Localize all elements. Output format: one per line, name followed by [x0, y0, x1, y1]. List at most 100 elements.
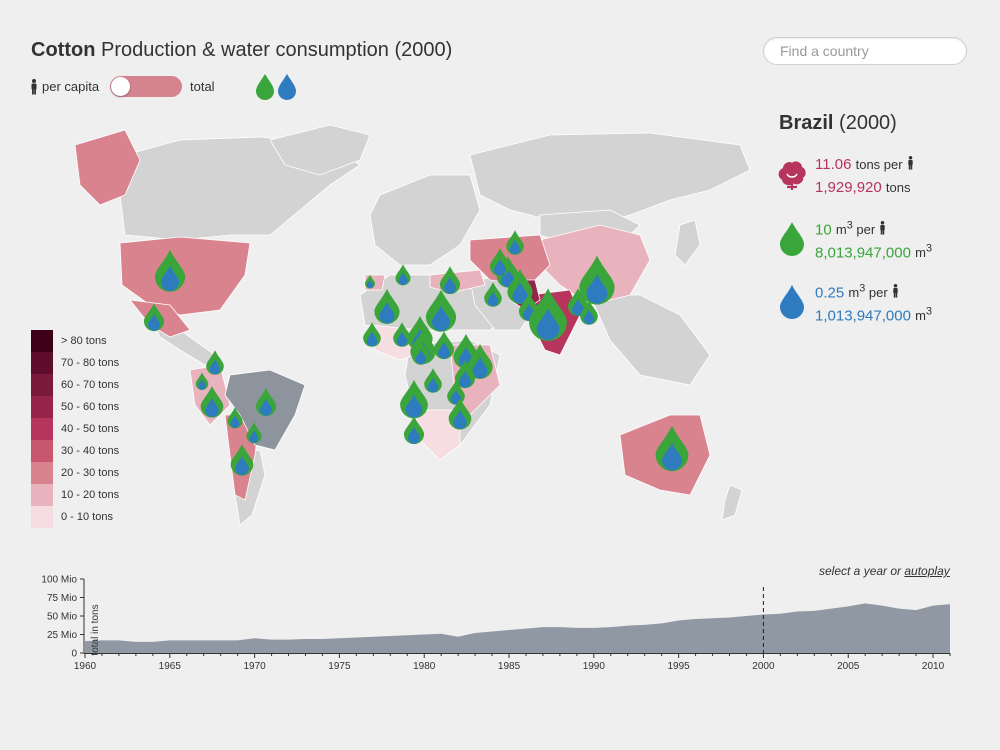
legend-swatch	[31, 440, 53, 462]
x-tick-label: 1990	[583, 661, 606, 670]
y-axis-label: total in tons	[90, 604, 101, 655]
y-axis: 0 25 Mio 50 Mio 75 Mio 100 Mio	[41, 575, 85, 660]
blue-drop-marker	[209, 359, 221, 375]
legend-label: > 80 tons	[61, 335, 107, 347]
autoplay-link[interactable]: autoplay	[904, 564, 950, 578]
water-type-icons	[256, 74, 296, 100]
blue-water-total-value: 1,013,947,000	[815, 307, 911, 325]
x-tick-label: 1965	[159, 661, 182, 670]
green-water-per-capita-unit: m	[835, 222, 847, 238]
person-icon	[31, 79, 37, 95]
per-capita-label[interactable]: per capita	[42, 79, 100, 94]
page-title: Cotton Production & water consumption (2…	[31, 39, 452, 62]
country-europe	[369, 174, 481, 266]
per-word: per	[868, 285, 888, 301]
production-area	[85, 603, 950, 653]
country-detail-panel: Brazil (2000) 11.06 tons per 1,929,920 t…	[778, 112, 989, 324]
blue-drop-marker	[147, 313, 161, 331]
blue-drop-marker	[501, 268, 515, 287]
green-water-total-value: 8,013,947,000	[815, 244, 911, 262]
country-search-input[interactable]	[763, 37, 967, 65]
blue-drop-marker	[512, 282, 528, 304]
timeline-hint-text: select a year or	[819, 564, 905, 578]
blue-drop-marker	[583, 309, 595, 325]
y-tick-label: 0	[71, 649, 77, 660]
blue-drop-marker	[437, 341, 451, 359]
green-water-per-capita-value: 10	[815, 221, 832, 239]
world-map[interactable]	[30, 115, 770, 530]
y-tick-label: 75 Mio	[47, 593, 77, 604]
legend-swatch	[31, 418, 53, 440]
per-word: per	[856, 222, 876, 238]
cotton-total-value: 1,929,920	[815, 179, 882, 196]
title-rest: Production & water consumption (2000)	[95, 39, 453, 61]
blue-drop-marker	[487, 291, 499, 307]
x-tick-label: 1985	[498, 661, 521, 670]
legend-swatch	[31, 352, 53, 374]
country-japan	[674, 219, 701, 266]
x-tick-label: 2005	[837, 661, 860, 670]
blue-drop-marker	[431, 305, 451, 331]
x-tick-label: 1980	[413, 661, 436, 670]
blue-drop-marker	[398, 272, 408, 285]
country-alaska	[74, 129, 141, 206]
x-tick-label: 1975	[328, 661, 351, 670]
blue-drop-marker	[415, 349, 427, 365]
blue-drop-marker	[407, 426, 421, 444]
blue-drop-marker	[493, 258, 507, 276]
blue-drop-marker	[198, 379, 206, 390]
per-capita-total-switch[interactable]	[110, 76, 182, 97]
blue-drop-icon	[780, 285, 804, 319]
cotton-icon	[778, 161, 806, 190]
blue-drop-marker	[472, 357, 488, 379]
blue-drop-marker	[396, 331, 408, 347]
total-label[interactable]: total	[190, 79, 215, 94]
country-greenland	[269, 124, 371, 176]
switch-knob[interactable]	[111, 77, 130, 96]
blue-drop-marker	[536, 308, 560, 340]
legend-label: 10 - 20 tons	[61, 489, 120, 501]
person-icon	[908, 156, 913, 170]
blue-drop-marker	[205, 398, 219, 417]
x-tick-label: 2010	[922, 661, 945, 670]
legend-swatch	[31, 506, 53, 528]
x-tick-label: 2000	[752, 661, 775, 670]
legend-swatch	[31, 396, 53, 418]
x-tick-label: 1995	[668, 661, 691, 670]
blue-drop-marker	[586, 274, 608, 304]
legend-label: 0 - 10 tons	[61, 511, 113, 523]
blue-water-total-unit: m	[915, 308, 926, 324]
country-russia	[469, 132, 751, 226]
blue-drop-marker	[160, 265, 180, 291]
blue-drop-marker	[571, 298, 585, 316]
blue-drop-marker	[235, 456, 249, 475]
person-icon	[880, 221, 886, 235]
blue-drop-marker	[366, 279, 374, 289]
legend-label: 30 - 40 tons	[61, 445, 120, 457]
timeline-hint: select a year or autoplay	[819, 564, 950, 578]
selected-country-name: Brazil	[779, 112, 834, 134]
blue-drop-marker	[427, 377, 439, 393]
legend-swatch	[31, 330, 53, 352]
x-tick-label: 1960	[74, 661, 97, 670]
green-drop-icon	[780, 222, 804, 256]
cotton-total-unit: tons	[885, 180, 911, 195]
blue-drop-marker	[443, 276, 457, 294]
x-tick-label: 1970	[243, 661, 266, 670]
water-drop-markers	[143, 230, 689, 476]
legend-swatch	[31, 374, 53, 396]
blue-drop-marker	[458, 370, 472, 388]
cubed-sup: 3	[846, 220, 853, 232]
blue-drop-marker	[379, 302, 395, 324]
cotton-per-capita-value: 11.06	[815, 156, 852, 173]
legend-swatch	[31, 484, 53, 506]
selected-country-year: (2000)	[839, 112, 897, 134]
country-southeast-asia	[589, 294, 711, 386]
blue-drop-marker	[662, 442, 682, 471]
legend-label: 20 - 30 tons	[61, 467, 120, 479]
cotton-per-capita-unit: tons per	[855, 157, 903, 172]
blue-drop-marker	[230, 415, 240, 428]
legend-swatch	[31, 462, 53, 484]
y-tick-label: 50 Mio	[47, 612, 77, 623]
